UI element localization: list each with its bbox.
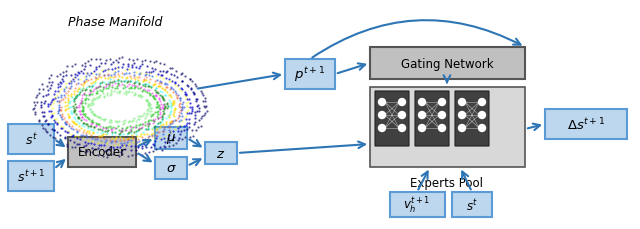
Circle shape	[438, 99, 445, 106]
Circle shape	[378, 99, 385, 106]
Circle shape	[419, 112, 426, 119]
Text: $p^{t+1}$: $p^{t+1}$	[294, 65, 326, 85]
Circle shape	[479, 112, 486, 119]
Text: $s^t$: $s^t$	[466, 197, 478, 213]
Text: Encoder: Encoder	[78, 146, 126, 159]
FancyBboxPatch shape	[452, 192, 492, 217]
Circle shape	[419, 125, 426, 132]
Circle shape	[479, 125, 486, 132]
FancyBboxPatch shape	[455, 92, 489, 146]
Circle shape	[438, 125, 445, 132]
Text: Gating Network: Gating Network	[401, 57, 493, 70]
FancyBboxPatch shape	[155, 157, 187, 179]
Text: Experts Pool: Experts Pool	[410, 176, 483, 189]
Text: $\Delta s^{t+1}$: $\Delta s^{t+1}$	[566, 116, 605, 133]
Text: $z$: $z$	[216, 147, 226, 160]
FancyBboxPatch shape	[8, 124, 54, 154]
Text: $s^{t+1}$: $s^{t+1}$	[17, 168, 45, 185]
FancyBboxPatch shape	[545, 109, 627, 139]
Circle shape	[399, 112, 406, 119]
FancyBboxPatch shape	[8, 161, 54, 191]
Circle shape	[458, 99, 465, 106]
Text: $v_h^{t+1}$: $v_h^{t+1}$	[403, 195, 431, 215]
Circle shape	[378, 125, 385, 132]
FancyBboxPatch shape	[370, 88, 525, 167]
Circle shape	[419, 99, 426, 106]
FancyBboxPatch shape	[205, 142, 237, 164]
Text: $s^t$: $s^t$	[24, 132, 37, 147]
Circle shape	[378, 112, 385, 119]
Text: Phase Manifold: Phase Manifold	[68, 15, 162, 28]
FancyBboxPatch shape	[155, 128, 187, 149]
Circle shape	[458, 112, 465, 119]
Text: $\mu$: $\mu$	[166, 131, 176, 145]
FancyBboxPatch shape	[285, 60, 335, 90]
FancyBboxPatch shape	[375, 92, 409, 146]
Circle shape	[438, 112, 445, 119]
FancyBboxPatch shape	[68, 137, 136, 167]
Circle shape	[399, 125, 406, 132]
Circle shape	[479, 99, 486, 106]
Circle shape	[458, 125, 465, 132]
Circle shape	[399, 99, 406, 106]
FancyBboxPatch shape	[415, 92, 449, 146]
Text: $\sigma$: $\sigma$	[166, 162, 177, 175]
FancyBboxPatch shape	[390, 192, 445, 217]
FancyBboxPatch shape	[370, 48, 525, 80]
